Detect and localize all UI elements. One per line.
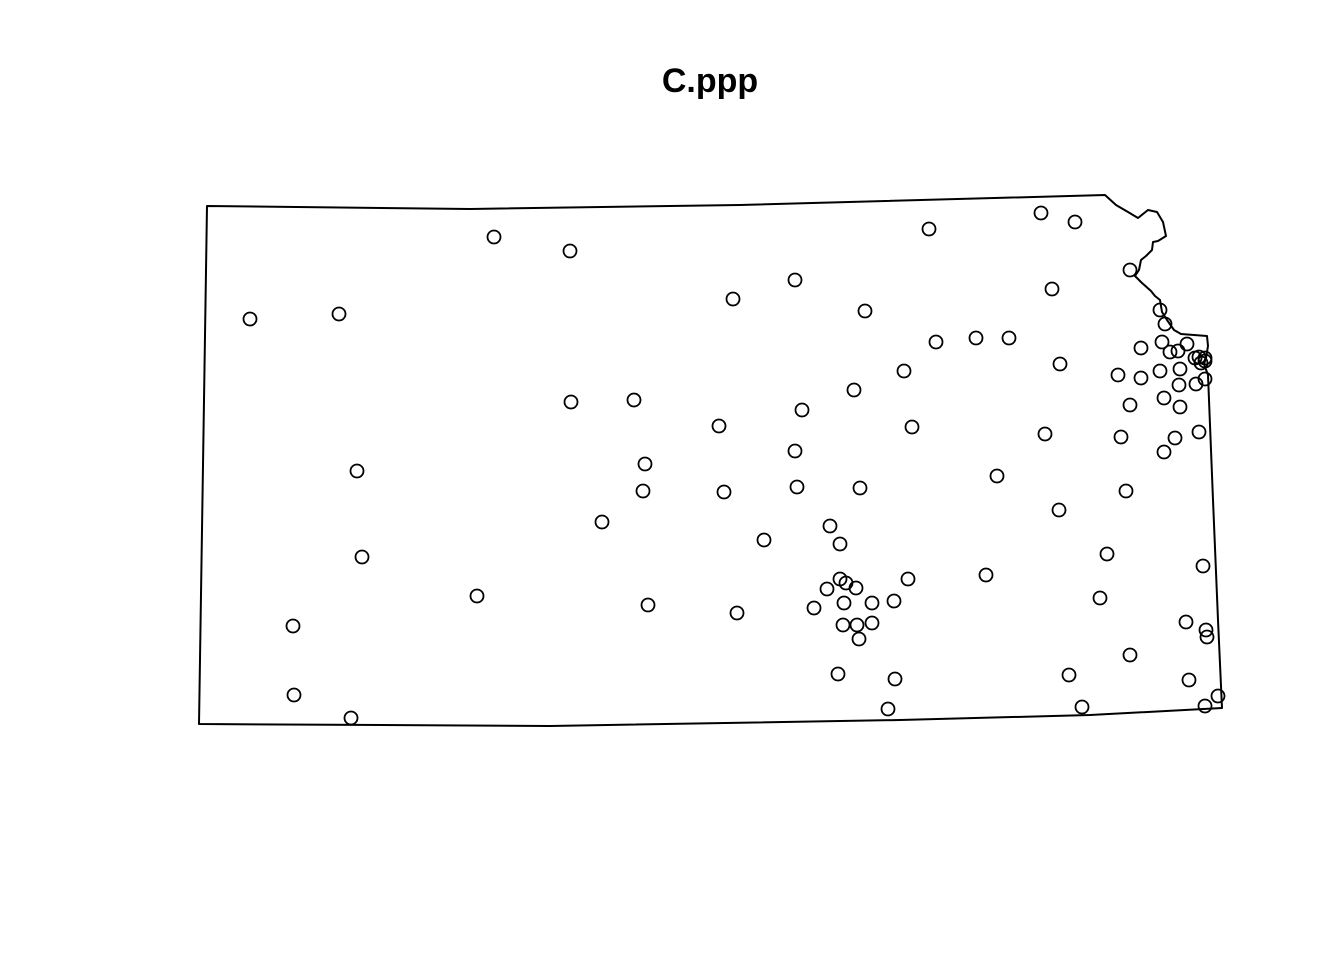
- data-point-36: [846, 382, 862, 398]
- data-point-6: [787, 272, 803, 288]
- data-point-81: [1178, 614, 1194, 630]
- data-point-26: [1197, 353, 1213, 369]
- data-point-92: [887, 671, 903, 687]
- data-point-11: [331, 306, 347, 322]
- data-point-76: [836, 595, 852, 611]
- data-point-94: [286, 687, 302, 703]
- data-point-38: [563, 394, 579, 410]
- data-point-8: [725, 291, 741, 307]
- data-point-78: [640, 597, 656, 613]
- data-point-73: [469, 588, 485, 604]
- data-point-4: [562, 243, 578, 259]
- data-point-66: [1195, 558, 1211, 574]
- data-point-86: [1198, 622, 1214, 638]
- data-point-98: [1074, 699, 1090, 715]
- data-point-9: [1152, 302, 1168, 318]
- data-point-60: [594, 514, 610, 530]
- data-point-42: [794, 402, 810, 418]
- data-point-58: [1118, 483, 1134, 499]
- data-point-88: [851, 631, 867, 647]
- kansas-window-boundary: [198, 194, 1223, 727]
- data-point-5: [1122, 262, 1138, 278]
- data-point-96: [1197, 698, 1213, 714]
- data-point-87: [1199, 629, 1215, 645]
- data-point-89: [1122, 647, 1138, 663]
- data-point-41: [1172, 399, 1188, 415]
- data-point-82: [835, 617, 851, 633]
- data-point-28: [1172, 361, 1188, 377]
- data-point-75: [886, 593, 902, 609]
- data-point-83: [849, 617, 865, 633]
- data-point-68: [900, 571, 916, 587]
- data-point-52: [349, 463, 365, 479]
- data-point-45: [1037, 426, 1053, 442]
- data-point-7: [1044, 281, 1060, 297]
- data-point-50: [1156, 444, 1172, 460]
- data-point-99: [343, 710, 359, 726]
- data-point-31: [1110, 367, 1126, 383]
- data-point-77: [864, 595, 880, 611]
- data-point-32: [1133, 370, 1149, 386]
- data-point-35: [1171, 377, 1187, 393]
- data-point-49: [787, 443, 803, 459]
- data-point-43: [711, 418, 727, 434]
- data-point-74: [1092, 590, 1108, 606]
- data-point-54: [789, 479, 805, 495]
- data-point-10: [857, 303, 873, 319]
- data-point-97: [880, 701, 896, 717]
- data-point-21: [1170, 343, 1186, 359]
- data-point-27: [1052, 356, 1068, 372]
- data-point-67: [978, 567, 994, 583]
- data-point-79: [806, 600, 822, 616]
- data-point-57: [716, 484, 732, 500]
- data-point-80: [729, 605, 745, 621]
- data-point-12: [242, 311, 258, 327]
- data-point-44: [904, 419, 920, 435]
- data-point-29: [1152, 363, 1168, 379]
- data-point-17: [1154, 334, 1170, 350]
- data-point-48: [1191, 424, 1207, 440]
- data-point-63: [832, 536, 848, 552]
- data-point-19: [1179, 336, 1195, 352]
- data-point-30: [896, 363, 912, 379]
- points-layer: [242, 205, 1226, 726]
- data-point-0: [1033, 205, 1049, 221]
- data-point-84: [864, 615, 880, 631]
- data-point-56: [635, 483, 651, 499]
- data-point-91: [1061, 667, 1077, 683]
- data-point-13: [1157, 316, 1173, 332]
- data-point-59: [1051, 502, 1067, 518]
- data-point-47: [1167, 430, 1183, 446]
- data-point-16: [928, 334, 944, 350]
- data-point-72: [848, 580, 864, 596]
- chart-title: C.ppp: [662, 62, 758, 100]
- data-point-51: [637, 456, 653, 472]
- data-point-62: [756, 532, 772, 548]
- data-point-64: [1099, 546, 1115, 562]
- data-point-34: [1188, 376, 1204, 392]
- data-point-20: [1162, 344, 1178, 360]
- data-point-71: [819, 581, 835, 597]
- data-point-55: [852, 480, 868, 496]
- data-point-53: [989, 468, 1005, 484]
- data-point-90: [830, 666, 846, 682]
- data-point-85: [285, 618, 301, 634]
- data-point-1: [1067, 214, 1083, 230]
- data-point-40: [1122, 397, 1138, 413]
- data-point-14: [968, 330, 984, 346]
- data-point-65: [354, 549, 370, 565]
- data-point-15: [1001, 330, 1017, 346]
- data-point-93: [1181, 672, 1197, 688]
- data-point-3: [486, 229, 502, 245]
- data-point-33: [1197, 371, 1213, 387]
- data-point-95: [1210, 688, 1226, 704]
- data-point-61: [822, 518, 838, 534]
- data-point-39: [626, 392, 642, 408]
- data-point-37: [1156, 390, 1172, 406]
- data-point-2: [921, 221, 937, 237]
- data-point-46: [1113, 429, 1129, 445]
- data-point-18: [1133, 340, 1149, 356]
